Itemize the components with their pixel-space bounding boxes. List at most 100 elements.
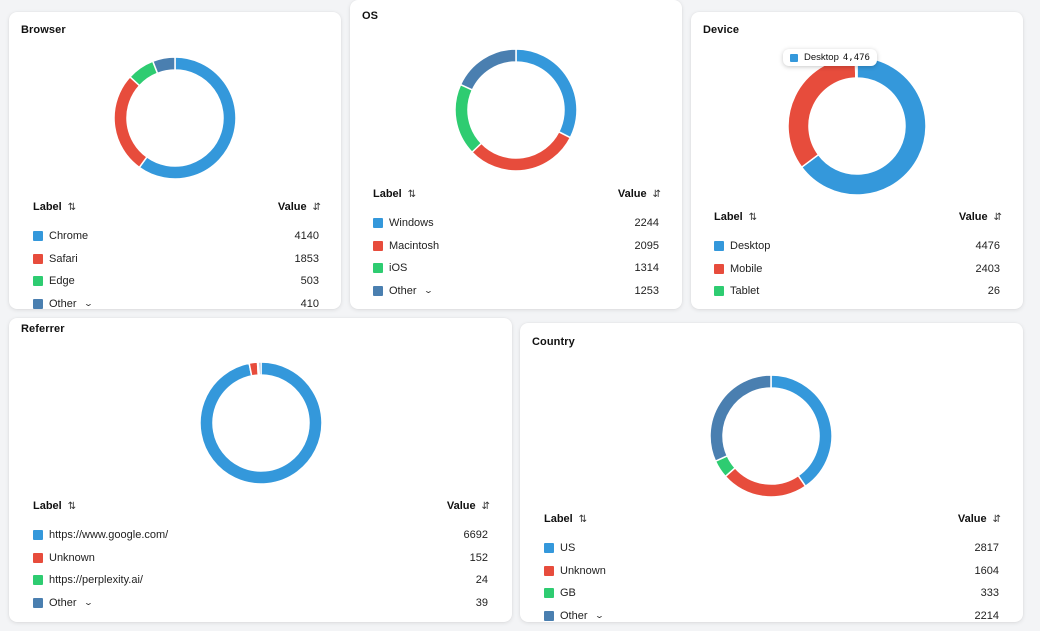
donut-slice[interactable]: [470, 130, 572, 172]
table-header: Label ⇅ Value ⇵: [714, 210, 1003, 224]
value-header-text: Value: [277, 201, 307, 213]
color-swatch: [33, 231, 43, 242]
table-row[interactable]: Other ⌄ 1253: [373, 280, 659, 303]
label-column-header[interactable]: Label ⇅: [714, 211, 757, 223]
value-column-header[interactable]: Value ⇵: [957, 513, 1001, 525]
chevron-down-icon[interactable]: ⌄: [422, 286, 433, 296]
row-value: 410: [300, 297, 319, 309]
color-swatch: [714, 241, 724, 252]
row-label: Unknown: [560, 564, 606, 577]
row-label: https://www.google.com/: [49, 529, 169, 542]
browser-card: Browser Label ⇅ Value ⇵ Chrome 4140 Safari 1853…: [9, 12, 341, 309]
donut-slice[interactable]: [724, 466, 807, 498]
label-header-text: Label: [33, 500, 62, 512]
table-row: Windows 2244: [373, 212, 659, 235]
value-column-header[interactable]: Value ⇵: [277, 201, 321, 213]
label-column-header[interactable]: Label ⇅: [544, 513, 588, 525]
color-swatch: [33, 298, 43, 309]
card-title: Country: [532, 336, 575, 348]
row-label: Windows: [389, 217, 434, 230]
donut-slice[interactable]: [787, 56, 857, 169]
donut-slice[interactable]: [199, 361, 323, 485]
label-column-header[interactable]: Label ⇅: [33, 500, 76, 512]
color-swatch: [373, 285, 383, 296]
os-donut-chart: [454, 48, 578, 172]
row-label: Tablet: [730, 285, 760, 298]
value-header-text: Value: [446, 500, 476, 512]
row-label: Other: [49, 297, 77, 309]
tooltip-swatch: [790, 53, 798, 62]
table-header: Label ⇅ Value ⇵: [544, 512, 1001, 526]
value-column-header[interactable]: Value ⇵: [446, 500, 490, 512]
row-value: 1314: [634, 262, 659, 275]
color-swatch: [33, 597, 43, 608]
referrer-table: Label ⇅ Value ⇵ https://www.google.com/6692 U…: [33, 499, 490, 615]
color-swatch: [33, 253, 43, 264]
donut-slice[interactable]: [454, 83, 483, 154]
row-label: Other: [560, 609, 588, 622]
color-swatch: [373, 263, 383, 274]
device-card: Device Desktop 4,476 Label ⇅ Value ⇵ Desktop…: [691, 12, 1023, 309]
row-label: Other: [389, 284, 417, 297]
table-row: Chrome 4140: [33, 225, 319, 248]
referrer-card: Referrer Label ⇅ Value ⇵ https://www.google.…: [9, 318, 512, 622]
row-label: Desktop: [730, 240, 771, 253]
table-row: iOS 1314: [373, 257, 659, 280]
sort-icon: ⇅: [578, 513, 588, 525]
donut-slice[interactable]: [151, 56, 176, 75]
table-row: Edge 503: [33, 270, 319, 293]
donut-slice[interactable]: [515, 48, 578, 139]
row-value: 2095: [634, 239, 659, 252]
browser-table: Label ⇅ Value ⇵ Chrome 4140 Safari 1853 Edge 503 O…: [33, 200, 321, 309]
row-label: US: [560, 542, 576, 555]
sort-icon: ⇵: [652, 188, 662, 200]
color-swatch: [544, 588, 554, 599]
label-column-header[interactable]: Label ⇅: [33, 201, 76, 213]
sort-icon: ⇵: [993, 211, 1003, 223]
table-row: Tablet 26: [714, 280, 1000, 303]
donut-slice[interactable]: [709, 374, 772, 463]
donut-slice[interactable]: [459, 48, 517, 91]
table-row: Safari 1853: [33, 248, 319, 271]
row-value: 39: [475, 596, 488, 609]
chart-tooltip: Desktop 4,476: [783, 49, 877, 66]
row-value: 2817: [974, 542, 999, 555]
country-donut-chart: [709, 374, 833, 498]
chevron-down-icon[interactable]: ⌄: [82, 299, 93, 309]
donut-slice[interactable]: [800, 56, 927, 196]
color-swatch: [33, 552, 43, 563]
chevron-down-icon[interactable]: ⌄: [82, 598, 93, 608]
device-table: Label ⇅ Value ⇵ Desktop 4476 Mobile 2403 Tablet 2…: [714, 210, 1003, 303]
donut-slice[interactable]: [113, 75, 148, 169]
table-row[interactable]: Other ⌄ 39: [33, 592, 488, 615]
row-label: Edge: [49, 275, 75, 288]
table-row: https://perplexity.ai/24: [33, 569, 488, 592]
label-header-text: Label: [33, 201, 62, 213]
table-row: GB 333: [544, 582, 999, 605]
label-header-text: Label: [714, 211, 743, 223]
row-label: Other: [49, 596, 77, 609]
referrer-donut-chart: [199, 361, 323, 485]
row-value: 333: [980, 587, 999, 600]
value-column-header[interactable]: Value ⇵: [618, 188, 662, 200]
label-column-header[interactable]: Label ⇅: [373, 188, 416, 200]
color-swatch: [544, 610, 554, 621]
chevron-down-icon[interactable]: ⌄: [593, 611, 604, 621]
tooltip-label: Desktop: [804, 52, 839, 63]
color-swatch: [33, 530, 43, 541]
label-header-text: Label: [544, 513, 573, 525]
row-value: 1253: [634, 284, 659, 297]
value-column-header[interactable]: Value ⇵: [959, 211, 1003, 223]
card-title: Referrer: [21, 323, 65, 335]
donut-slice[interactable]: [770, 374, 833, 488]
row-label: Macintosh: [389, 239, 440, 252]
table-row: Unknown 152: [33, 547, 488, 570]
table-row[interactable]: Other ⌄ 2214: [544, 605, 999, 623]
color-swatch: [33, 575, 43, 586]
label-header-text: Label: [373, 188, 402, 200]
table-header: Label ⇅ Value ⇵: [33, 200, 321, 214]
table-row[interactable]: Other ⌄ 410: [33, 293, 319, 309]
value-header-text: Value: [957, 513, 987, 525]
row-value: 1853: [294, 252, 319, 265]
donut-slice[interactable]: [258, 361, 262, 376]
